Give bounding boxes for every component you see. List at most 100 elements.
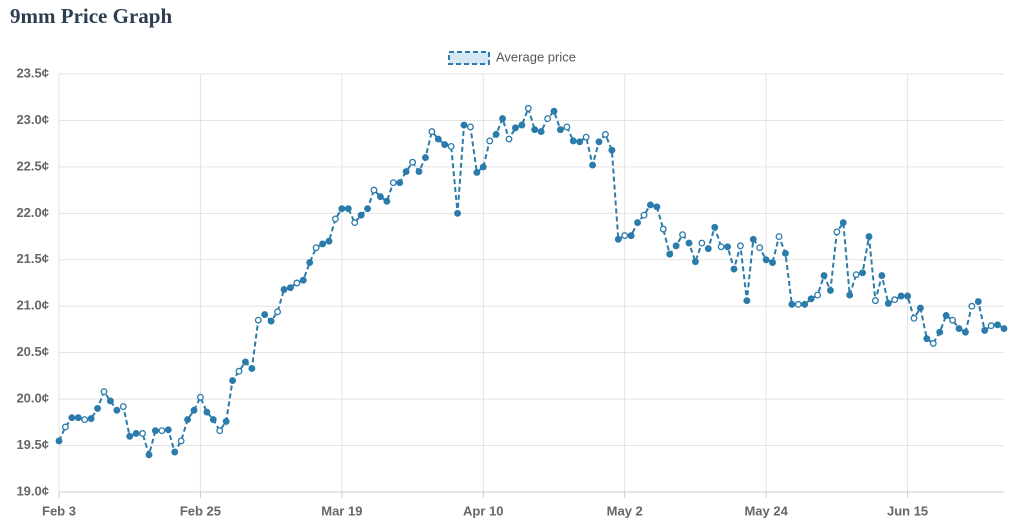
data-point xyxy=(370,186,378,194)
data-point xyxy=(177,437,185,445)
data-point xyxy=(756,244,764,252)
data-point xyxy=(569,137,577,145)
data-point xyxy=(505,135,513,143)
data-point xyxy=(749,235,757,243)
data-point xyxy=(589,161,597,169)
data-point xyxy=(762,256,770,264)
x-tick-label: Feb 25 xyxy=(180,503,221,518)
data-point xyxy=(357,211,365,219)
data-point xyxy=(466,123,474,131)
data-point xyxy=(524,104,532,112)
data-point xyxy=(94,404,102,412)
data-point xyxy=(891,296,899,304)
data-point xyxy=(126,432,134,440)
data-point xyxy=(884,299,892,307)
data-point xyxy=(537,128,545,136)
data-point xyxy=(106,397,114,405)
data-point xyxy=(646,201,654,209)
data-point xyxy=(61,423,69,431)
data-point xyxy=(261,311,269,319)
data-point xyxy=(216,427,224,435)
data-line xyxy=(58,105,1005,459)
data-point xyxy=(241,358,249,366)
data-point xyxy=(428,128,436,136)
data-point xyxy=(865,233,873,241)
data-point xyxy=(286,284,294,292)
data-point xyxy=(100,388,108,396)
data-point xyxy=(254,316,262,324)
x-tick-label: Feb 3 xyxy=(42,503,76,518)
data-point xyxy=(730,265,738,273)
data-point xyxy=(820,272,828,280)
data-point xyxy=(691,258,699,266)
data-point xyxy=(916,304,924,312)
data-point xyxy=(151,427,159,435)
data-point xyxy=(627,232,635,240)
data-point xyxy=(306,259,314,267)
x-tick-label: May 2 xyxy=(607,503,643,518)
data-point xyxy=(344,205,352,213)
data-point xyxy=(319,240,327,248)
data-point xyxy=(929,339,937,347)
chart-title: 9mm Price Graph xyxy=(10,4,173,28)
data-point xyxy=(711,223,719,231)
data-point xyxy=(794,300,802,308)
data-point xyxy=(87,415,95,423)
data-point xyxy=(376,193,384,201)
data-point xyxy=(839,219,847,227)
data-point xyxy=(556,126,564,134)
data-point xyxy=(576,138,584,146)
data-point xyxy=(486,137,494,145)
data-point xyxy=(666,250,674,258)
data-point xyxy=(248,365,256,372)
data-point xyxy=(608,146,616,154)
data-point xyxy=(441,141,449,149)
data-point xyxy=(724,243,732,251)
data-point xyxy=(955,325,963,332)
data-point xyxy=(190,406,198,414)
data-point xyxy=(293,279,301,287)
data-point xyxy=(949,316,957,324)
data-point xyxy=(421,154,429,162)
data-point xyxy=(563,123,571,131)
data-point xyxy=(158,427,166,435)
data-point xyxy=(994,321,1002,329)
data-point xyxy=(454,209,462,217)
y-tick-label: 21.0¢ xyxy=(16,298,49,313)
data-point xyxy=(492,130,500,138)
data-point xyxy=(402,168,410,175)
data-point xyxy=(961,328,969,336)
data-point xyxy=(171,448,179,456)
data-point xyxy=(55,437,63,445)
data-point xyxy=(743,297,751,305)
data-point xyxy=(987,322,995,330)
data-point xyxy=(595,138,603,146)
data-point xyxy=(653,203,661,211)
data-point xyxy=(910,314,918,322)
data-point xyxy=(119,403,127,410)
data-point xyxy=(981,326,989,334)
data-point xyxy=(614,235,622,243)
x-tick-label: Apr 10 xyxy=(463,503,503,518)
data-point xyxy=(531,126,539,134)
data-point xyxy=(312,244,320,252)
data-point xyxy=(473,169,481,176)
data-point xyxy=(878,272,886,280)
data-point xyxy=(325,237,333,245)
data-point xyxy=(74,414,82,422)
data-point xyxy=(518,121,526,129)
data-point xyxy=(389,179,397,187)
x-tick-label: Mar 19 xyxy=(321,503,362,518)
data-point xyxy=(184,416,192,423)
data-point xyxy=(81,416,89,423)
y-tick-label: 22.0¢ xyxy=(16,205,49,220)
data-point xyxy=(222,417,230,425)
data-point xyxy=(859,269,867,277)
data-point xyxy=(640,211,648,219)
data-point xyxy=(235,367,243,375)
data-point xyxy=(267,317,275,325)
data-point xyxy=(807,295,815,303)
data-point xyxy=(460,121,468,129)
data-point xyxy=(968,302,976,310)
data-point xyxy=(409,158,417,166)
